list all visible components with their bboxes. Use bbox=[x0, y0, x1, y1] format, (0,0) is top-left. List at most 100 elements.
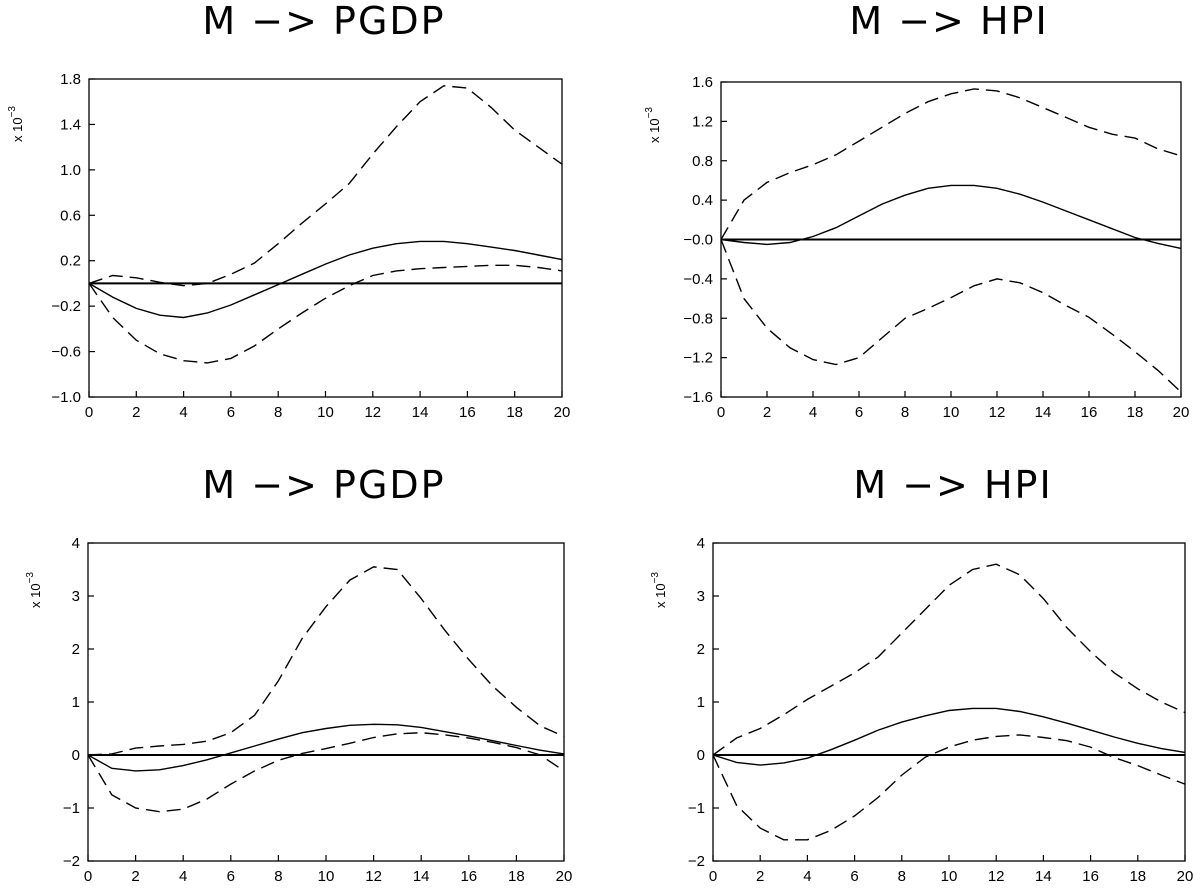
x-tick-label: 20 bbox=[1177, 868, 1194, 885]
chart-panel-m-pgdp-top: 0 2 4 6 8 10 12 14 16 18 20 −1.0 −0.6 −0.2 0.2 0.6 1.0 1.… bbox=[0, 0, 601, 446]
y-tick-label: −1.6 bbox=[683, 389, 713, 406]
svg-text:x 10−3: x 10−3 bbox=[650, 572, 668, 608]
scale-label: x 10−3 bbox=[644, 107, 662, 143]
y-tick-label: 2 bbox=[697, 641, 705, 658]
y-tick-label: 0.8 bbox=[692, 153, 713, 170]
x-tick-label: 20 bbox=[1173, 404, 1190, 421]
x-tick-label: 12 bbox=[365, 868, 382, 885]
y-tick-label: 0.6 bbox=[60, 207, 81, 224]
y-tick-label: 0.2 bbox=[60, 253, 81, 270]
x-tick-label: 2 bbox=[132, 404, 140, 421]
x-tick-label: 8 bbox=[274, 404, 282, 421]
x-tick-label: 14 bbox=[413, 868, 430, 885]
x-tick-label: 18 bbox=[1127, 404, 1144, 421]
chart-title: M −> HPI bbox=[853, 463, 1052, 507]
x-tick-label: 14 bbox=[412, 404, 429, 421]
y-tick-label: −2 bbox=[63, 853, 80, 870]
x-tick-label: 8 bbox=[901, 404, 909, 421]
y-tick-label: −1 bbox=[688, 800, 705, 817]
y-tick-label: 1.8 bbox=[60, 71, 81, 88]
scale-label: x 10−3 bbox=[25, 572, 43, 608]
x-tick-label: 10 bbox=[318, 868, 335, 885]
plot-frame bbox=[88, 78, 563, 398]
x-tick-label: 12 bbox=[364, 404, 381, 421]
x-tick-label: 14 bbox=[1035, 404, 1052, 421]
confidence-band-line-1 bbox=[87, 566, 565, 756]
y-tick-label: 1.2 bbox=[692, 113, 713, 130]
x-tick-label: 16 bbox=[459, 404, 476, 421]
x-tick-label: 18 bbox=[1129, 868, 1146, 885]
x-tick-label: 0 bbox=[717, 404, 725, 421]
chart-svg: 0 2 4 6 8 10 12 14 16 18 20 −1.0 −0.6 −0.2 0.2 0.6 1.0 1.… bbox=[7, 0, 571, 421]
y-tick-label: −1 bbox=[63, 800, 80, 817]
x-tick-label: 20 bbox=[554, 404, 571, 421]
y-tick-label: 1 bbox=[697, 694, 705, 711]
confidence-band-line-2 bbox=[88, 264, 563, 364]
x-tick-label: 10 bbox=[317, 404, 334, 421]
y-tick-label: −2 bbox=[688, 853, 705, 870]
y-tick-label: 1.6 bbox=[692, 74, 713, 91]
confidence-band-line-1 bbox=[720, 88, 1182, 240]
x-tick-label: 8 bbox=[274, 868, 282, 885]
y-tick-label: 3 bbox=[697, 588, 705, 605]
x-tick-label: 2 bbox=[756, 868, 764, 885]
y-tick-label: −0.6 bbox=[51, 344, 81, 361]
x-tick-label: 16 bbox=[460, 868, 477, 885]
x-tick-label: 8 bbox=[898, 868, 906, 885]
y-tick-label: −0.0 bbox=[683, 232, 713, 249]
x-tick-label: 2 bbox=[763, 404, 771, 421]
chart-svg: 0 2 4 6 8 10 12 14 16 18 20 −1.6 −1.2 −0.8 −0.4 −0.0 0.4… bbox=[644, 0, 1190, 421]
x-tick-label: 4 bbox=[179, 404, 187, 421]
x-tick-label: 4 bbox=[809, 404, 817, 421]
y-tick-label: 4 bbox=[697, 535, 705, 552]
x-tick-label: 18 bbox=[508, 868, 525, 885]
confidence-band-line-1 bbox=[712, 563, 1186, 756]
impulse-response-line bbox=[87, 723, 565, 772]
confidence-band-line-2 bbox=[720, 239, 1182, 393]
chart-panel-m-pgdp-bottom: 0 2 4 6 8 10 12 14 16 18 20 −2 −1 0 1 2 3 4 M −> PGDP x 1… bbox=[0, 446, 601, 892]
x-tick-label: 4 bbox=[803, 868, 811, 885]
y-tick-label: −1.0 bbox=[51, 389, 81, 406]
x-tick-label: 10 bbox=[943, 404, 960, 421]
x-tick-label: 2 bbox=[131, 868, 139, 885]
x-tick-label: 0 bbox=[85, 404, 93, 421]
x-tick-label: 20 bbox=[556, 868, 573, 885]
impulse-response-line bbox=[720, 184, 1182, 250]
chart-panel-m-hpi-top: 0 2 4 6 8 10 12 14 16 18 20 −1.6 −1.2 −0.8 −0.4 −0.0 0.4… bbox=[601, 0, 1202, 446]
chart-title: M −> PGDP bbox=[202, 463, 445, 507]
scale-label: x 10−3 bbox=[650, 572, 668, 608]
y-tick-label: 2 bbox=[72, 641, 80, 658]
y-tick-label: −0.4 bbox=[683, 271, 713, 288]
x-tick-label: 16 bbox=[1081, 404, 1098, 421]
y-tick-label: 1.0 bbox=[60, 162, 81, 179]
plot-frame bbox=[712, 542, 1186, 862]
plot-frame bbox=[87, 542, 565, 862]
x-tick-label: 10 bbox=[941, 868, 958, 885]
y-tick-label: 4 bbox=[72, 535, 80, 552]
x-tick-label: 4 bbox=[179, 868, 187, 885]
x-tick-label: 0 bbox=[709, 868, 717, 885]
confidence-band-line-2 bbox=[87, 731, 565, 813]
y-tick-label: 0 bbox=[72, 747, 80, 764]
x-tick-label: 16 bbox=[1082, 868, 1099, 885]
scale-label: x 10−3 bbox=[7, 106, 25, 142]
impulse-response-line bbox=[712, 707, 1186, 766]
x-tick-label: 12 bbox=[988, 868, 1005, 885]
y-tick-label: −1.2 bbox=[683, 350, 713, 367]
confidence-band-line-1 bbox=[88, 85, 563, 287]
x-tick-label: 14 bbox=[1035, 868, 1052, 885]
chart-title: M −> HPI bbox=[849, 0, 1048, 43]
svg-text:x 10−3: x 10−3 bbox=[25, 572, 43, 608]
y-tick-label: 0.4 bbox=[692, 192, 713, 209]
y-tick-label: 1.4 bbox=[60, 116, 81, 133]
impulse-response-line bbox=[88, 240, 563, 319]
chart-panel-m-hpi-bottom: 0 2 4 6 8 10 12 14 16 18 20 −2 −1 0 1 2 3 4 M −> HPI x 10… bbox=[601, 446, 1202, 892]
x-tick-label: 18 bbox=[506, 404, 523, 421]
x-tick-label: 6 bbox=[855, 404, 863, 421]
svg-text:x 10−3: x 10−3 bbox=[644, 107, 662, 143]
confidence-band-line-2 bbox=[712, 734, 1186, 841]
x-tick-label: 12 bbox=[989, 404, 1006, 421]
